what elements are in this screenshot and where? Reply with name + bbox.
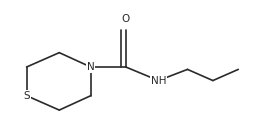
Text: S: S [23, 91, 30, 101]
Text: O: O [122, 14, 130, 24]
Text: N: N [87, 62, 94, 72]
Text: NH: NH [151, 76, 166, 86]
